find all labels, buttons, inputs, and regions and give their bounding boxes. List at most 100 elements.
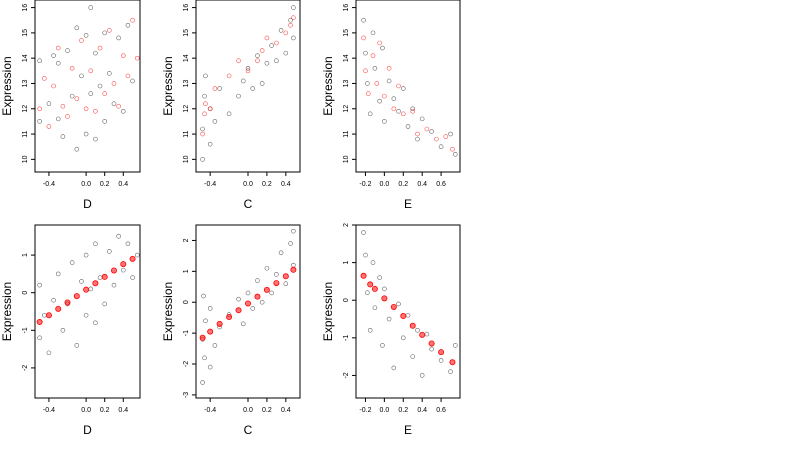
data-point — [282, 273, 289, 280]
data-point — [240, 321, 246, 327]
data-point — [405, 124, 411, 129]
data-point — [93, 136, 98, 142]
data-point — [111, 101, 117, 107]
x-tick-label: 0.0 — [379, 181, 389, 188]
y-tick-label: 2 — [343, 223, 350, 227]
data-point — [448, 369, 453, 374]
data-point — [424, 331, 430, 337]
data-point — [55, 45, 61, 51]
y-tick-label: 16 — [22, 4, 29, 12]
data-point — [400, 313, 407, 320]
data-point — [291, 262, 296, 268]
x-tick-label: 0.2 — [398, 407, 408, 414]
data-point — [274, 58, 279, 64]
y-tick-label: 0 — [343, 298, 350, 302]
data-point — [212, 343, 218, 348]
data-point — [93, 108, 98, 114]
data-point — [374, 81, 380, 86]
data-point — [386, 78, 392, 84]
data-point — [382, 286, 387, 292]
panel-top-right: -0.2 0.0 0.2 0.4 0.6 10 11 12 13 14 15 16 E Expressio… — [321, 0, 461, 211]
data-point — [264, 265, 270, 271]
data-point — [236, 58, 241, 64]
y-tick-label: -3 — [183, 392, 190, 398]
data-point — [83, 131, 89, 137]
x-axis-label: C — [244, 197, 253, 211]
data-point — [110, 267, 117, 274]
data-point — [409, 322, 416, 329]
data-point — [65, 48, 70, 53]
data-point — [120, 261, 127, 268]
data-point — [60, 328, 66, 333]
data-point — [360, 272, 367, 279]
data-point — [245, 68, 251, 74]
data-point — [203, 73, 208, 79]
data-point — [291, 228, 296, 234]
data-point — [69, 260, 75, 265]
data-point — [37, 282, 42, 288]
data-point — [391, 106, 397, 112]
data-point — [429, 129, 434, 134]
data-point — [419, 116, 425, 122]
data-point — [92, 280, 99, 287]
data-point — [88, 68, 94, 74]
panel-bottom-right: -0.2 0.0 0.2 0.4 0.6 -2 -1 0 1 2 E Expression — [321, 223, 461, 437]
data-point — [381, 295, 388, 302]
data-point — [97, 275, 103, 280]
data-point — [274, 40, 279, 46]
data-point — [203, 101, 208, 107]
y-tick-label: 1 — [343, 261, 350, 265]
data-point — [41, 76, 47, 81]
data-point — [380, 343, 385, 348]
data-point — [102, 119, 107, 124]
data-point — [361, 230, 366, 235]
y-tick-label: 10 — [343, 155, 350, 163]
data-point — [200, 131, 205, 137]
data-point — [93, 241, 98, 247]
x-tick-label: 0.6 — [436, 407, 446, 414]
x-tick-label: 0.2 — [262, 407, 272, 414]
x-tick-label: 0.2 — [100, 181, 110, 188]
x-axis-label: E — [404, 197, 412, 211]
data-point — [236, 93, 241, 99]
y-tick-label: 0 — [183, 300, 190, 304]
data-point — [37, 119, 42, 124]
data-point — [69, 93, 75, 99]
data-point — [74, 25, 80, 31]
data-point — [396, 83, 401, 89]
data-point — [200, 157, 205, 162]
data-point — [438, 358, 444, 363]
data-point — [51, 297, 56, 303]
x-axis-label: C — [244, 423, 253, 437]
data-point — [438, 144, 444, 150]
data-point — [74, 96, 80, 101]
panel-top-middle: -0.4 0.0 0.2 0.4 10 11 12 13 14 15 16 C Expression — [161, 0, 301, 211]
y-axis-label: Expression — [321, 56, 335, 115]
data-point — [245, 65, 251, 71]
data-point — [217, 86, 222, 91]
data-point — [382, 119, 387, 124]
data-point — [226, 314, 233, 321]
data-point — [424, 126, 430, 132]
plot-frame — [355, 224, 461, 399]
data-point — [288, 17, 293, 23]
data-point — [361, 17, 366, 23]
data-point — [55, 271, 61, 277]
data-point — [73, 293, 80, 300]
plot-frame — [34, 0, 141, 173]
data-point — [130, 17, 135, 23]
data-point — [452, 343, 458, 348]
data-point — [278, 250, 284, 256]
x-axis-label: D — [83, 197, 92, 211]
y-axis-label: Expression — [0, 282, 14, 341]
data-point — [365, 290, 370, 295]
data-point — [97, 45, 103, 51]
x-tick-label: 0.0 — [379, 407, 389, 414]
x-tick-label: 0.0 — [81, 181, 91, 188]
y-tick-label: 2 — [183, 238, 190, 242]
y-tick-label: 12 — [343, 105, 350, 113]
data-point — [269, 43, 274, 48]
data-point — [290, 266, 297, 273]
data-point — [93, 320, 98, 326]
data-point — [55, 305, 62, 312]
